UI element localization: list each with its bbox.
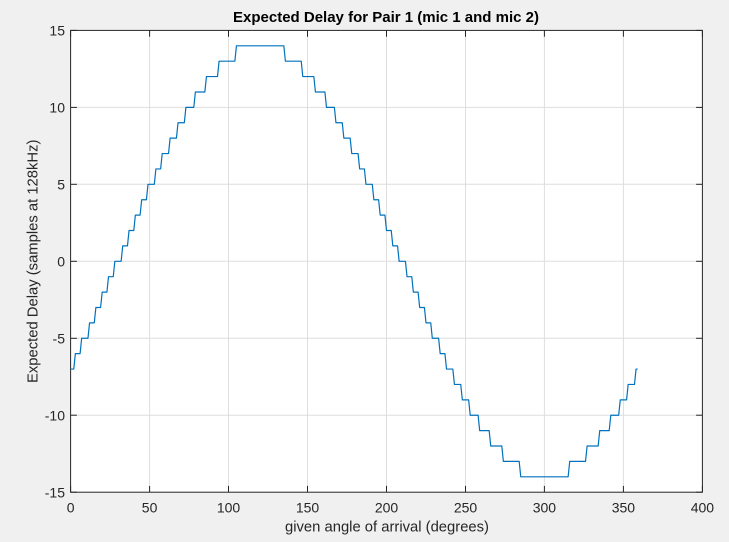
- svg-text:Expected Delay for Pair 1 (mic: Expected Delay for Pair 1 (mic 1 and mic…: [233, 9, 539, 26]
- svg-text:10: 10: [49, 100, 65, 116]
- svg-text:250: 250: [454, 500, 478, 516]
- svg-text:400: 400: [691, 500, 715, 516]
- svg-text:300: 300: [533, 500, 557, 516]
- svg-text:0: 0: [67, 500, 75, 516]
- svg-text:15: 15: [49, 23, 65, 39]
- svg-text:given angle of arrival (degree: given angle of arrival (degrees): [285, 520, 489, 536]
- svg-text:-10: -10: [45, 408, 65, 424]
- svg-text:5: 5: [57, 177, 65, 193]
- svg-text:100: 100: [217, 500, 241, 516]
- svg-text:200: 200: [375, 500, 399, 516]
- svg-text:0: 0: [57, 254, 65, 270]
- svg-text:-15: -15: [45, 485, 65, 501]
- svg-text:50: 50: [142, 500, 158, 516]
- svg-text:-5: -5: [53, 331, 66, 347]
- svg-text:150: 150: [296, 500, 320, 516]
- svg-text:350: 350: [612, 500, 636, 516]
- svg-text:Expected Delay (samples at 128: Expected Delay (samples at 128kHz): [25, 140, 41, 384]
